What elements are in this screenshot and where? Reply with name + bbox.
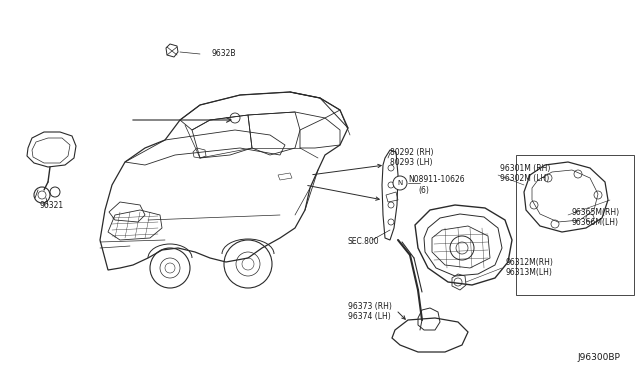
Text: 96373 (RH): 96373 (RH) [348,302,392,311]
Text: N: N [397,180,403,186]
Text: 96313M(LH): 96313M(LH) [505,269,552,278]
Text: 96312M(RH): 96312M(RH) [505,259,553,267]
Text: 96302M (LH): 96302M (LH) [500,174,549,183]
Text: SEC.800: SEC.800 [348,237,380,247]
Text: 96366M(LH): 96366M(LH) [572,218,619,228]
Circle shape [393,176,407,190]
Text: (6): (6) [418,186,429,196]
Text: N08911-10626: N08911-10626 [408,176,465,185]
Text: 96321: 96321 [40,201,64,209]
Text: J96300BP: J96300BP [577,353,620,362]
Text: 9632B: 9632B [212,49,237,58]
Text: 80292 (RH): 80292 (RH) [390,148,433,157]
Text: 96365M(RH): 96365M(RH) [572,208,620,218]
Text: 96374 (LH): 96374 (LH) [348,312,391,321]
Text: 96301M (RH): 96301M (RH) [500,164,550,173]
Text: 80293 (LH): 80293 (LH) [390,158,433,167]
